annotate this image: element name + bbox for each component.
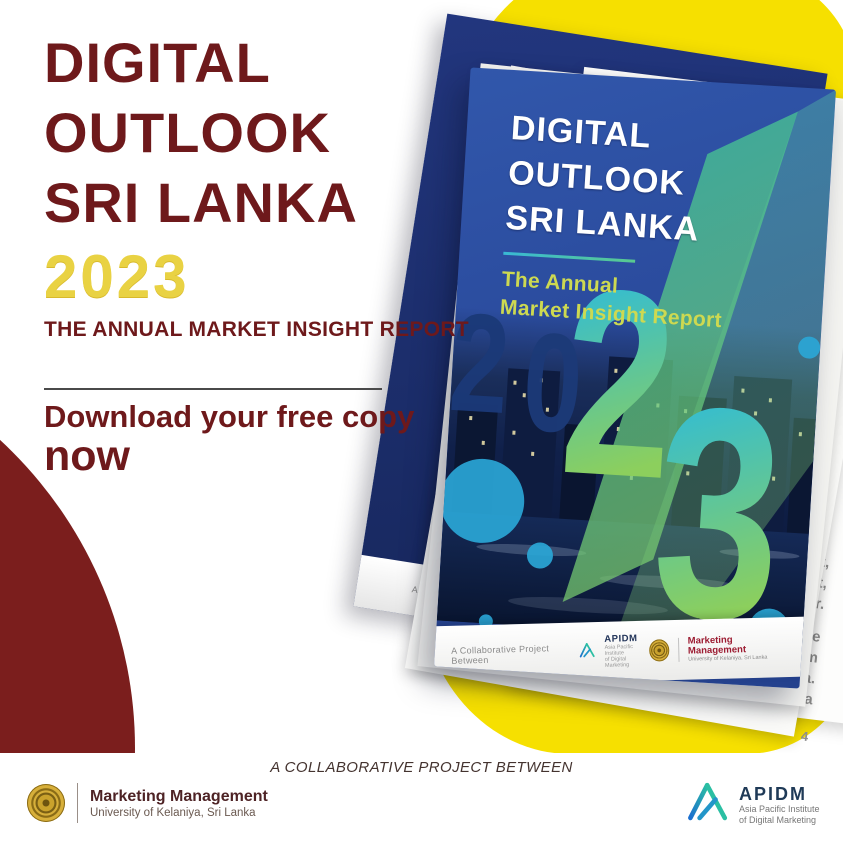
headline-line: DIGITAL bbox=[44, 31, 271, 94]
footer-mm-sub: University of Kelaniya, Sri Lanka bbox=[90, 806, 256, 819]
footer-apidm-name: APIDM bbox=[739, 784, 807, 804]
cover-collaboration-strip: A Collaborative Project Between APIDM As… bbox=[434, 616, 816, 687]
download-cta[interactable]: Download your free copy now bbox=[44, 399, 469, 480]
footer-apidm-sub: Asia Pacific Institute bbox=[739, 804, 820, 814]
cover-title: DIGITAL OUTLOOK SRI LANKA bbox=[504, 106, 706, 253]
apidm-mark-icon bbox=[687, 781, 729, 828]
cover-apidm-logo: APIDM Asia Pacific Institute of Digital … bbox=[579, 633, 649, 670]
poster-year: 2023 bbox=[44, 243, 190, 310]
poster-headline: DIGITAL OUTLOOK SRI LANKA bbox=[44, 28, 469, 238]
poster-tagline: THE ANNUAL MARKET INSIGHT REPORT bbox=[44, 318, 469, 341]
university-emblem-icon bbox=[27, 784, 65, 822]
footer-apidm-logo: APIDM Asia Pacific Institute of Digital … bbox=[687, 781, 820, 828]
divider-line bbox=[44, 388, 382, 390]
footer-mm-name: Marketing Management bbox=[90, 787, 268, 805]
cover-mm-name: Marketing Management bbox=[687, 633, 747, 657]
left-text-column: DIGITAL OUTLOOK SRI LANKA 2023 THE ANNUA… bbox=[44, 28, 469, 480]
divider bbox=[77, 783, 78, 823]
headline-line: OUTLOOK bbox=[44, 101, 331, 164]
footer-band: A COLLABORATIVE PROJECT BETWEEN Marketin… bbox=[0, 753, 843, 843]
report-cover: 2 0 2 3 DIGITAL OUTLOOK SRI LANKA The An… bbox=[434, 67, 836, 689]
download-cta-line1[interactable]: Download your free copy bbox=[44, 399, 415, 434]
apidm-mark-icon bbox=[579, 642, 596, 663]
footer-collaboration-label: A COLLABORATIVE PROJECT BETWEEN bbox=[270, 759, 573, 776]
headline-line: SRI LANKA bbox=[44, 171, 358, 234]
divider bbox=[677, 637, 680, 662]
university-emblem-icon bbox=[648, 639, 670, 662]
cover-strip-label: A Collaborative Project Between bbox=[451, 643, 550, 666]
cover-apidm-sub: of Digital Marketing bbox=[604, 656, 630, 669]
download-cta-line2[interactable]: now bbox=[44, 432, 130, 480]
footer-apidm-sub: of Digital Marketing bbox=[739, 814, 817, 825]
footer-mm-logo: Marketing Management University of Kelan… bbox=[27, 783, 268, 823]
cover-mm-logo: Marketing Management University of Kelan… bbox=[648, 634, 785, 665]
